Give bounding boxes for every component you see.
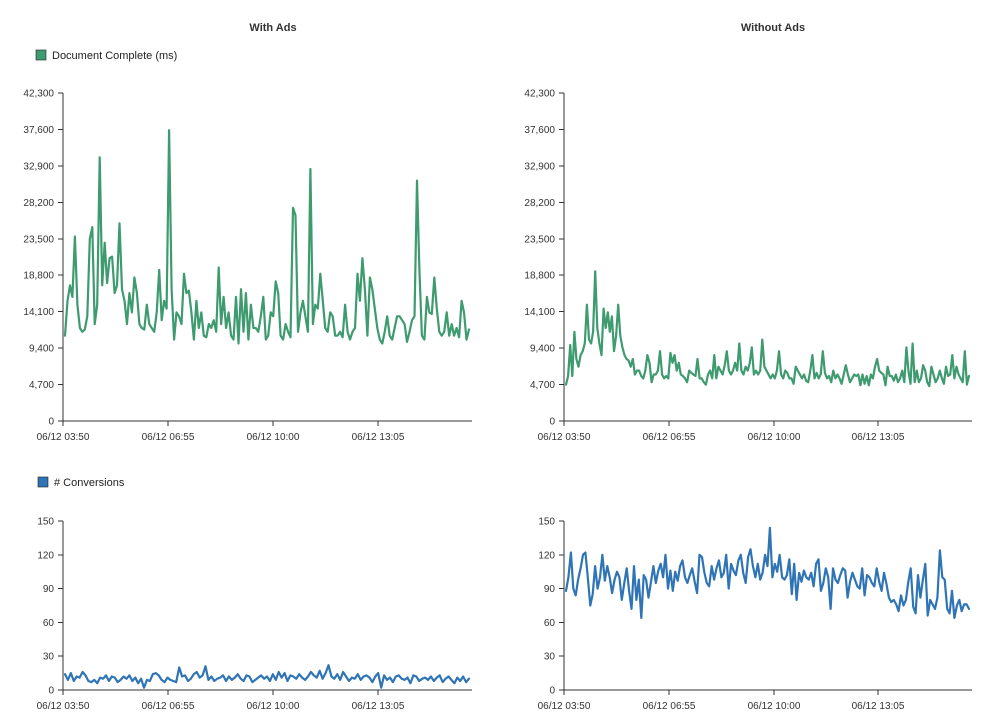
x-tick-label: 06/12 03:50 (538, 432, 591, 443)
y-tick-label: 18,800 (23, 271, 54, 282)
y-tick-label: 23,500 (524, 234, 555, 245)
x-tick-label: 06/12 10:00 (247, 701, 300, 712)
y-tick-label: 60 (544, 618, 556, 629)
x-tick-label: 06/12 06:55 (643, 432, 696, 443)
y-tick-label: 150 (37, 517, 54, 528)
y-tick-label: 0 (549, 686, 555, 697)
y-tick-label: 37,600 (524, 125, 555, 136)
y-tick-label: 28,200 (524, 198, 555, 209)
legend-document-complete[interactable]: Document Complete (ms) (35, 49, 177, 62)
y-tick-label: 150 (538, 517, 555, 528)
y-tick-label: 90 (544, 584, 556, 595)
y-tick-label: 30 (544, 652, 556, 663)
legend-conversions[interactable]: # Conversions (37, 476, 125, 489)
x-tick-label: 06/12 13:05 (352, 432, 405, 443)
y-tick-label: 0 (48, 417, 54, 428)
y-tick-label: 0 (549, 417, 555, 428)
y-tick-label: 37,600 (23, 125, 54, 136)
x-tick-label: 06/12 06:55 (142, 432, 195, 443)
y-tick-label: 32,900 (23, 161, 54, 172)
x-tick-label: 06/12 03:50 (538, 701, 591, 712)
legend-label-document-complete: Document Complete (ms) (52, 50, 177, 62)
series-line (564, 270, 971, 388)
y-tick-label: 14,100 (524, 307, 555, 318)
y-tick-label: 4,700 (530, 380, 555, 391)
series-line (564, 526, 971, 620)
chart-doc-with-ads: 0 4,700 9,400 14,100 18,800 23,500 28,200 32,90… (23, 89, 472, 443)
y-tick-label: 23,500 (23, 234, 54, 245)
x-tick-label: 06/12 13:05 (852, 701, 905, 712)
y-tick-label: 9,400 (29, 344, 54, 355)
chart-conv-without-ads: 0 30 60 90 120 150 06/12 03:50 06/12 06:55 06/12… (538, 517, 972, 712)
x-tick-label: 06/12 13:05 (352, 701, 405, 712)
x-tick-label: 06/12 13:05 (852, 432, 905, 443)
y-tick-label: 0 (48, 686, 54, 697)
x-tick-label: 06/12 03:50 (37, 701, 90, 712)
title-with-ads: With Ads (249, 22, 296, 34)
legend-swatch-conversions (37, 476, 49, 488)
chart-doc-without-ads: 0 4,700 9,400 14,100 18,800 23,500 28,200 32,90… (524, 89, 972, 443)
y-tick-label: 120 (37, 550, 54, 561)
y-tick-label: 28,200 (23, 198, 54, 209)
x-tick-label: 06/12 10:00 (748, 432, 801, 443)
chart-conv-with-ads: 0 30 60 90 120 150 06/12 03:50 06/12 06:55 06/12… (37, 517, 472, 712)
legend-label-conversions: # Conversions (54, 477, 125, 489)
y-tick-label: 32,900 (524, 161, 555, 172)
y-tick-label: 42,300 (23, 89, 54, 100)
y-tick-label: 9,400 (530, 344, 555, 355)
y-tick-label: 120 (538, 550, 555, 561)
series-line (63, 664, 471, 689)
x-tick-label: 06/12 10:00 (748, 701, 801, 712)
series-line (63, 129, 471, 345)
y-tick-label: 60 (43, 618, 55, 629)
y-tick-label: 4,700 (29, 380, 54, 391)
x-tick-label: 06/12 10:00 (247, 432, 300, 443)
y-tick-label: 42,300 (524, 89, 555, 100)
title-without-ads: Without Ads (741, 22, 805, 34)
y-tick-label: 14,100 (23, 307, 54, 318)
x-tick-label: 06/12 03:50 (37, 432, 90, 443)
y-tick-label: 30 (43, 652, 55, 663)
x-tick-label: 06/12 06:55 (142, 701, 195, 712)
y-tick-label: 90 (43, 584, 55, 595)
legend-swatch-document-complete (35, 49, 47, 61)
x-tick-label: 06/12 06:55 (643, 701, 696, 712)
y-tick-label: 18,800 (524, 271, 555, 282)
